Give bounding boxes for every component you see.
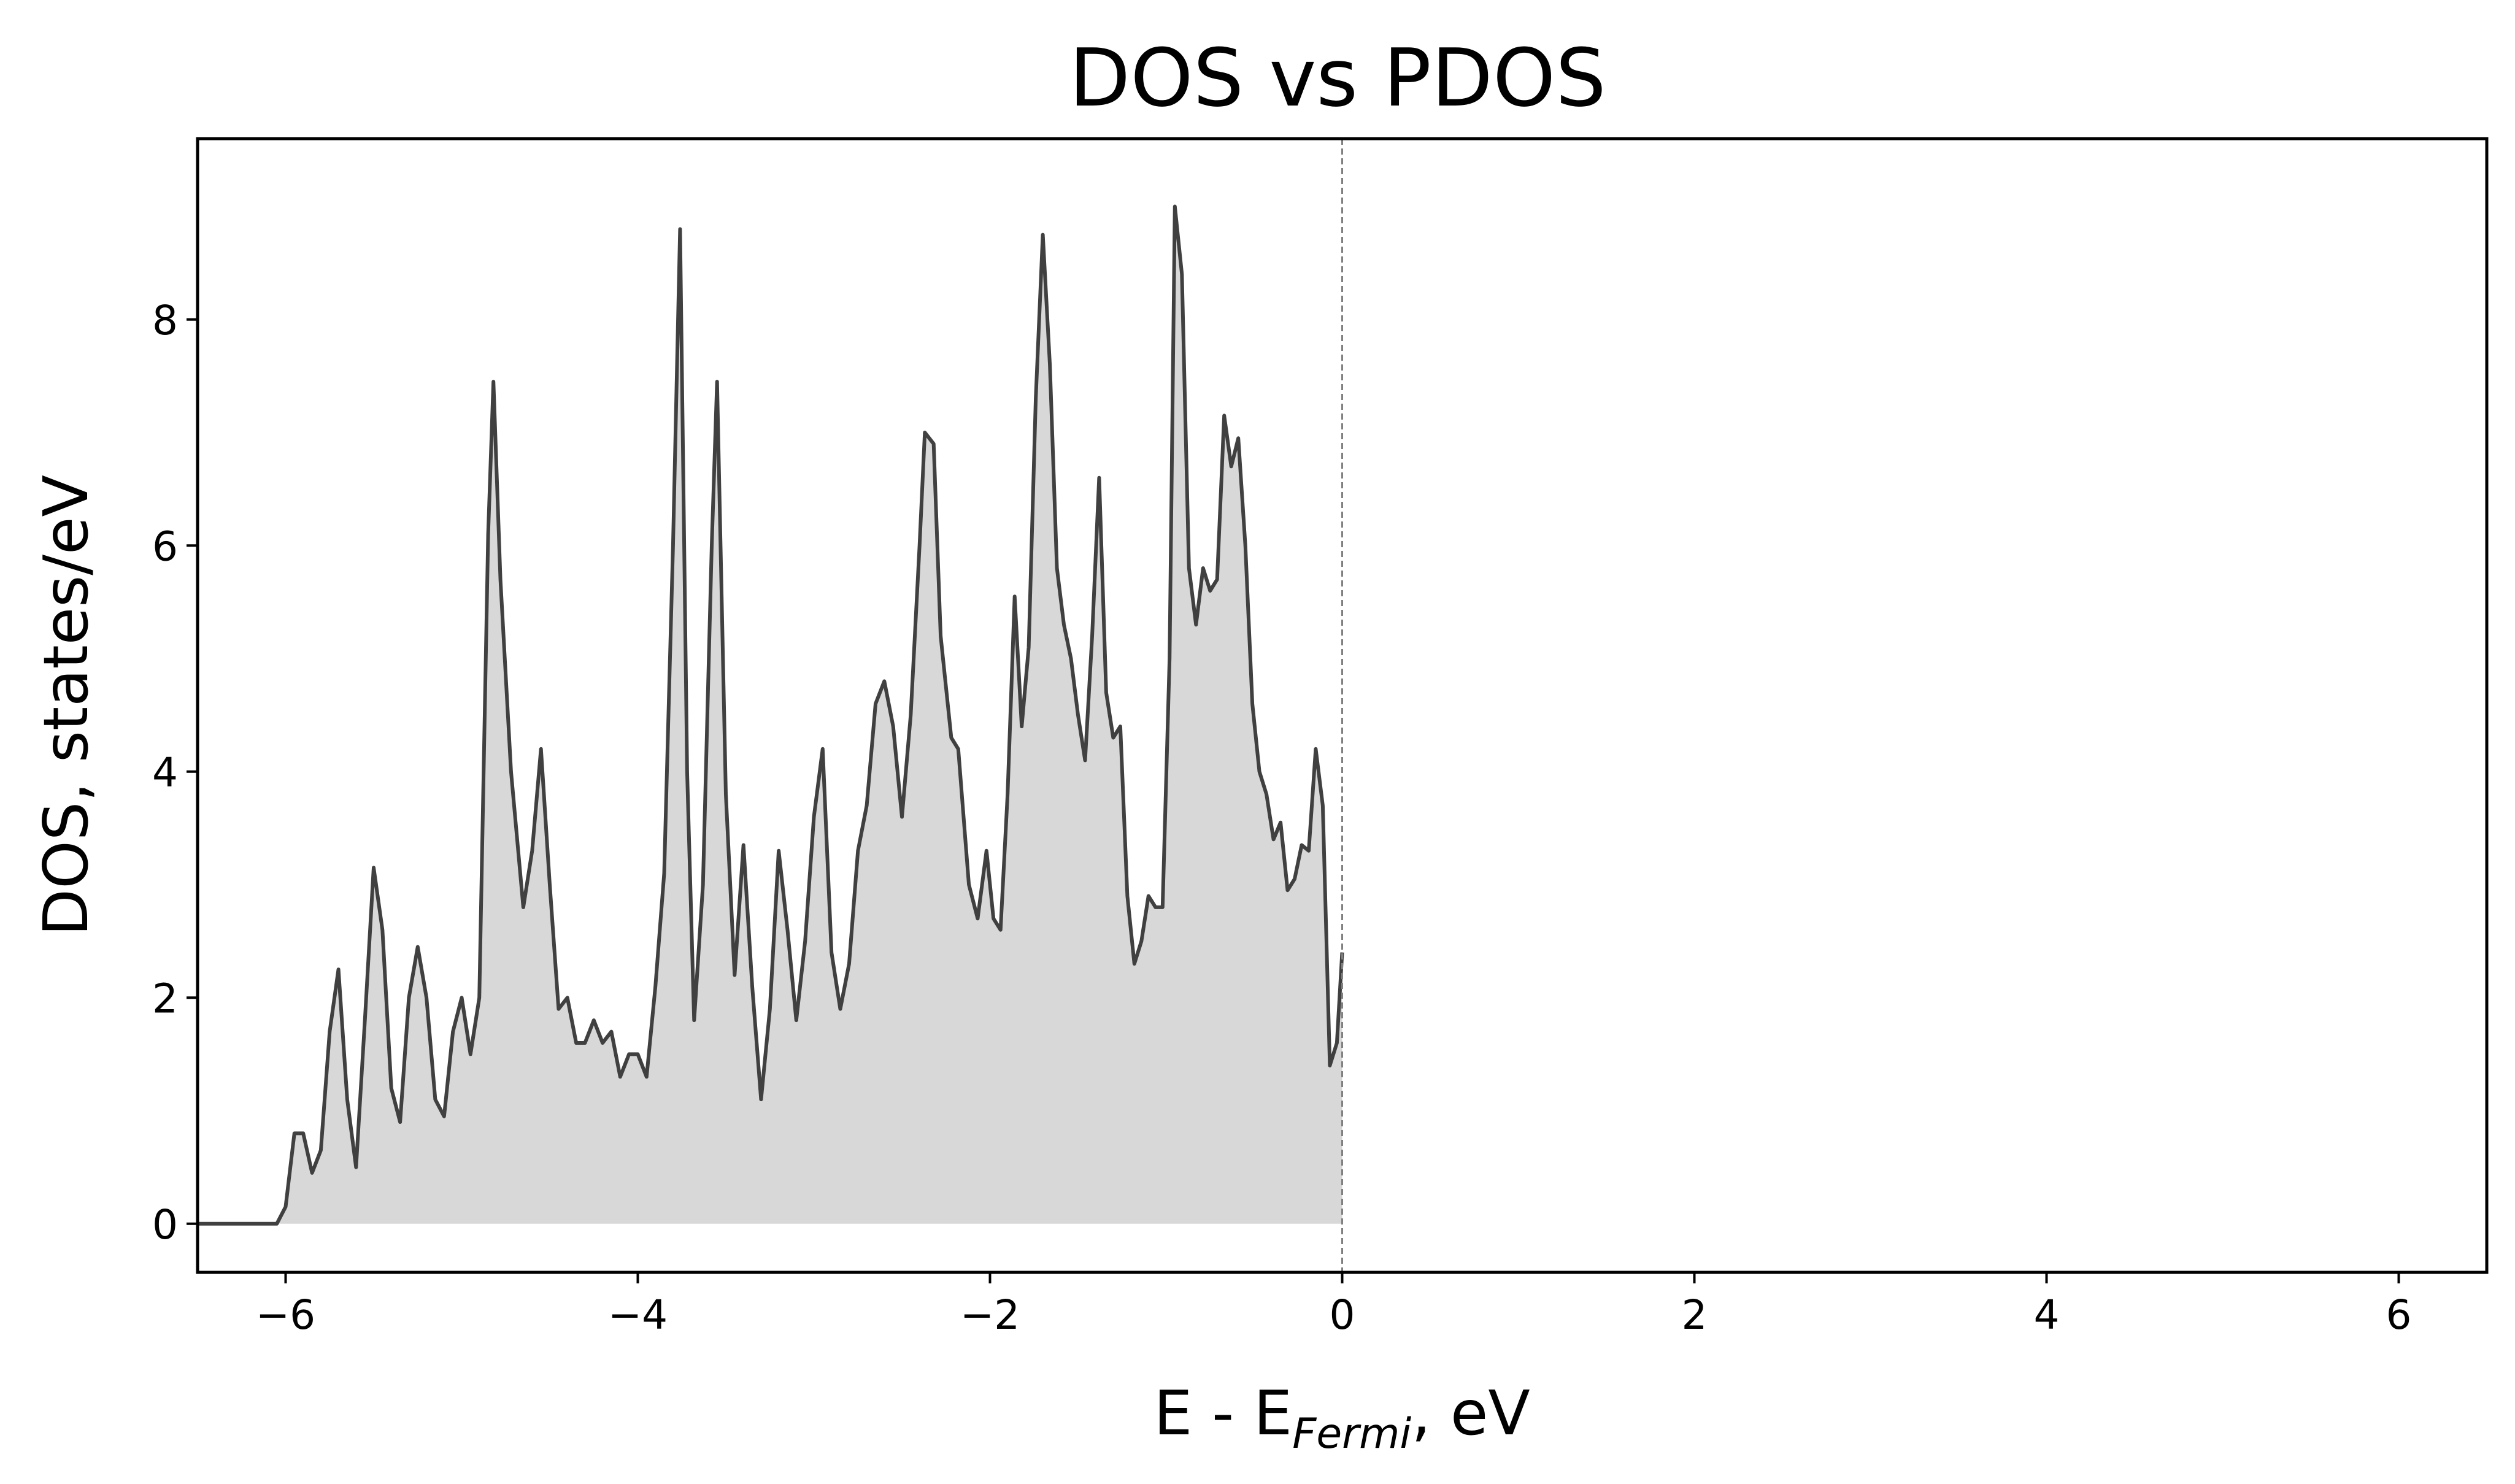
- x-tick-label: 2: [1682, 1291, 1708, 1339]
- x-tick-label: 0: [1330, 1291, 1355, 1339]
- x-axis-label: E - EFermi, eV: [1154, 1377, 1530, 1458]
- pdos-filled-area: [198, 206, 1342, 1224]
- dos-line: [198, 204, 1344, 1226]
- y-tick-label: 8: [152, 297, 178, 344]
- x-tick-label: −4: [608, 1291, 668, 1339]
- plot-area: [198, 139, 1344, 1272]
- chart-title: DOS vs PDOS: [1069, 31, 1606, 125]
- x-tick-label: 4: [2034, 1291, 2060, 1339]
- x-axis-label-subscript: Fermi: [1292, 1410, 1411, 1458]
- x-axis: −6 −4 −2 0 2 4 6: [256, 1272, 2412, 1339]
- y-tick-label: 4: [152, 749, 178, 796]
- y-axis: 0 2 4 6 8: [152, 297, 198, 1248]
- x-tick-label: −2: [960, 1291, 1020, 1339]
- x-tick-label: 6: [2386, 1291, 2412, 1339]
- y-tick-label: 0: [152, 1201, 178, 1248]
- x-tick-label: −6: [256, 1291, 315, 1339]
- y-tick-label: 6: [152, 523, 178, 570]
- y-axis-label: DOS, states/eV: [30, 475, 102, 936]
- y-tick-label: 2: [152, 975, 178, 1022]
